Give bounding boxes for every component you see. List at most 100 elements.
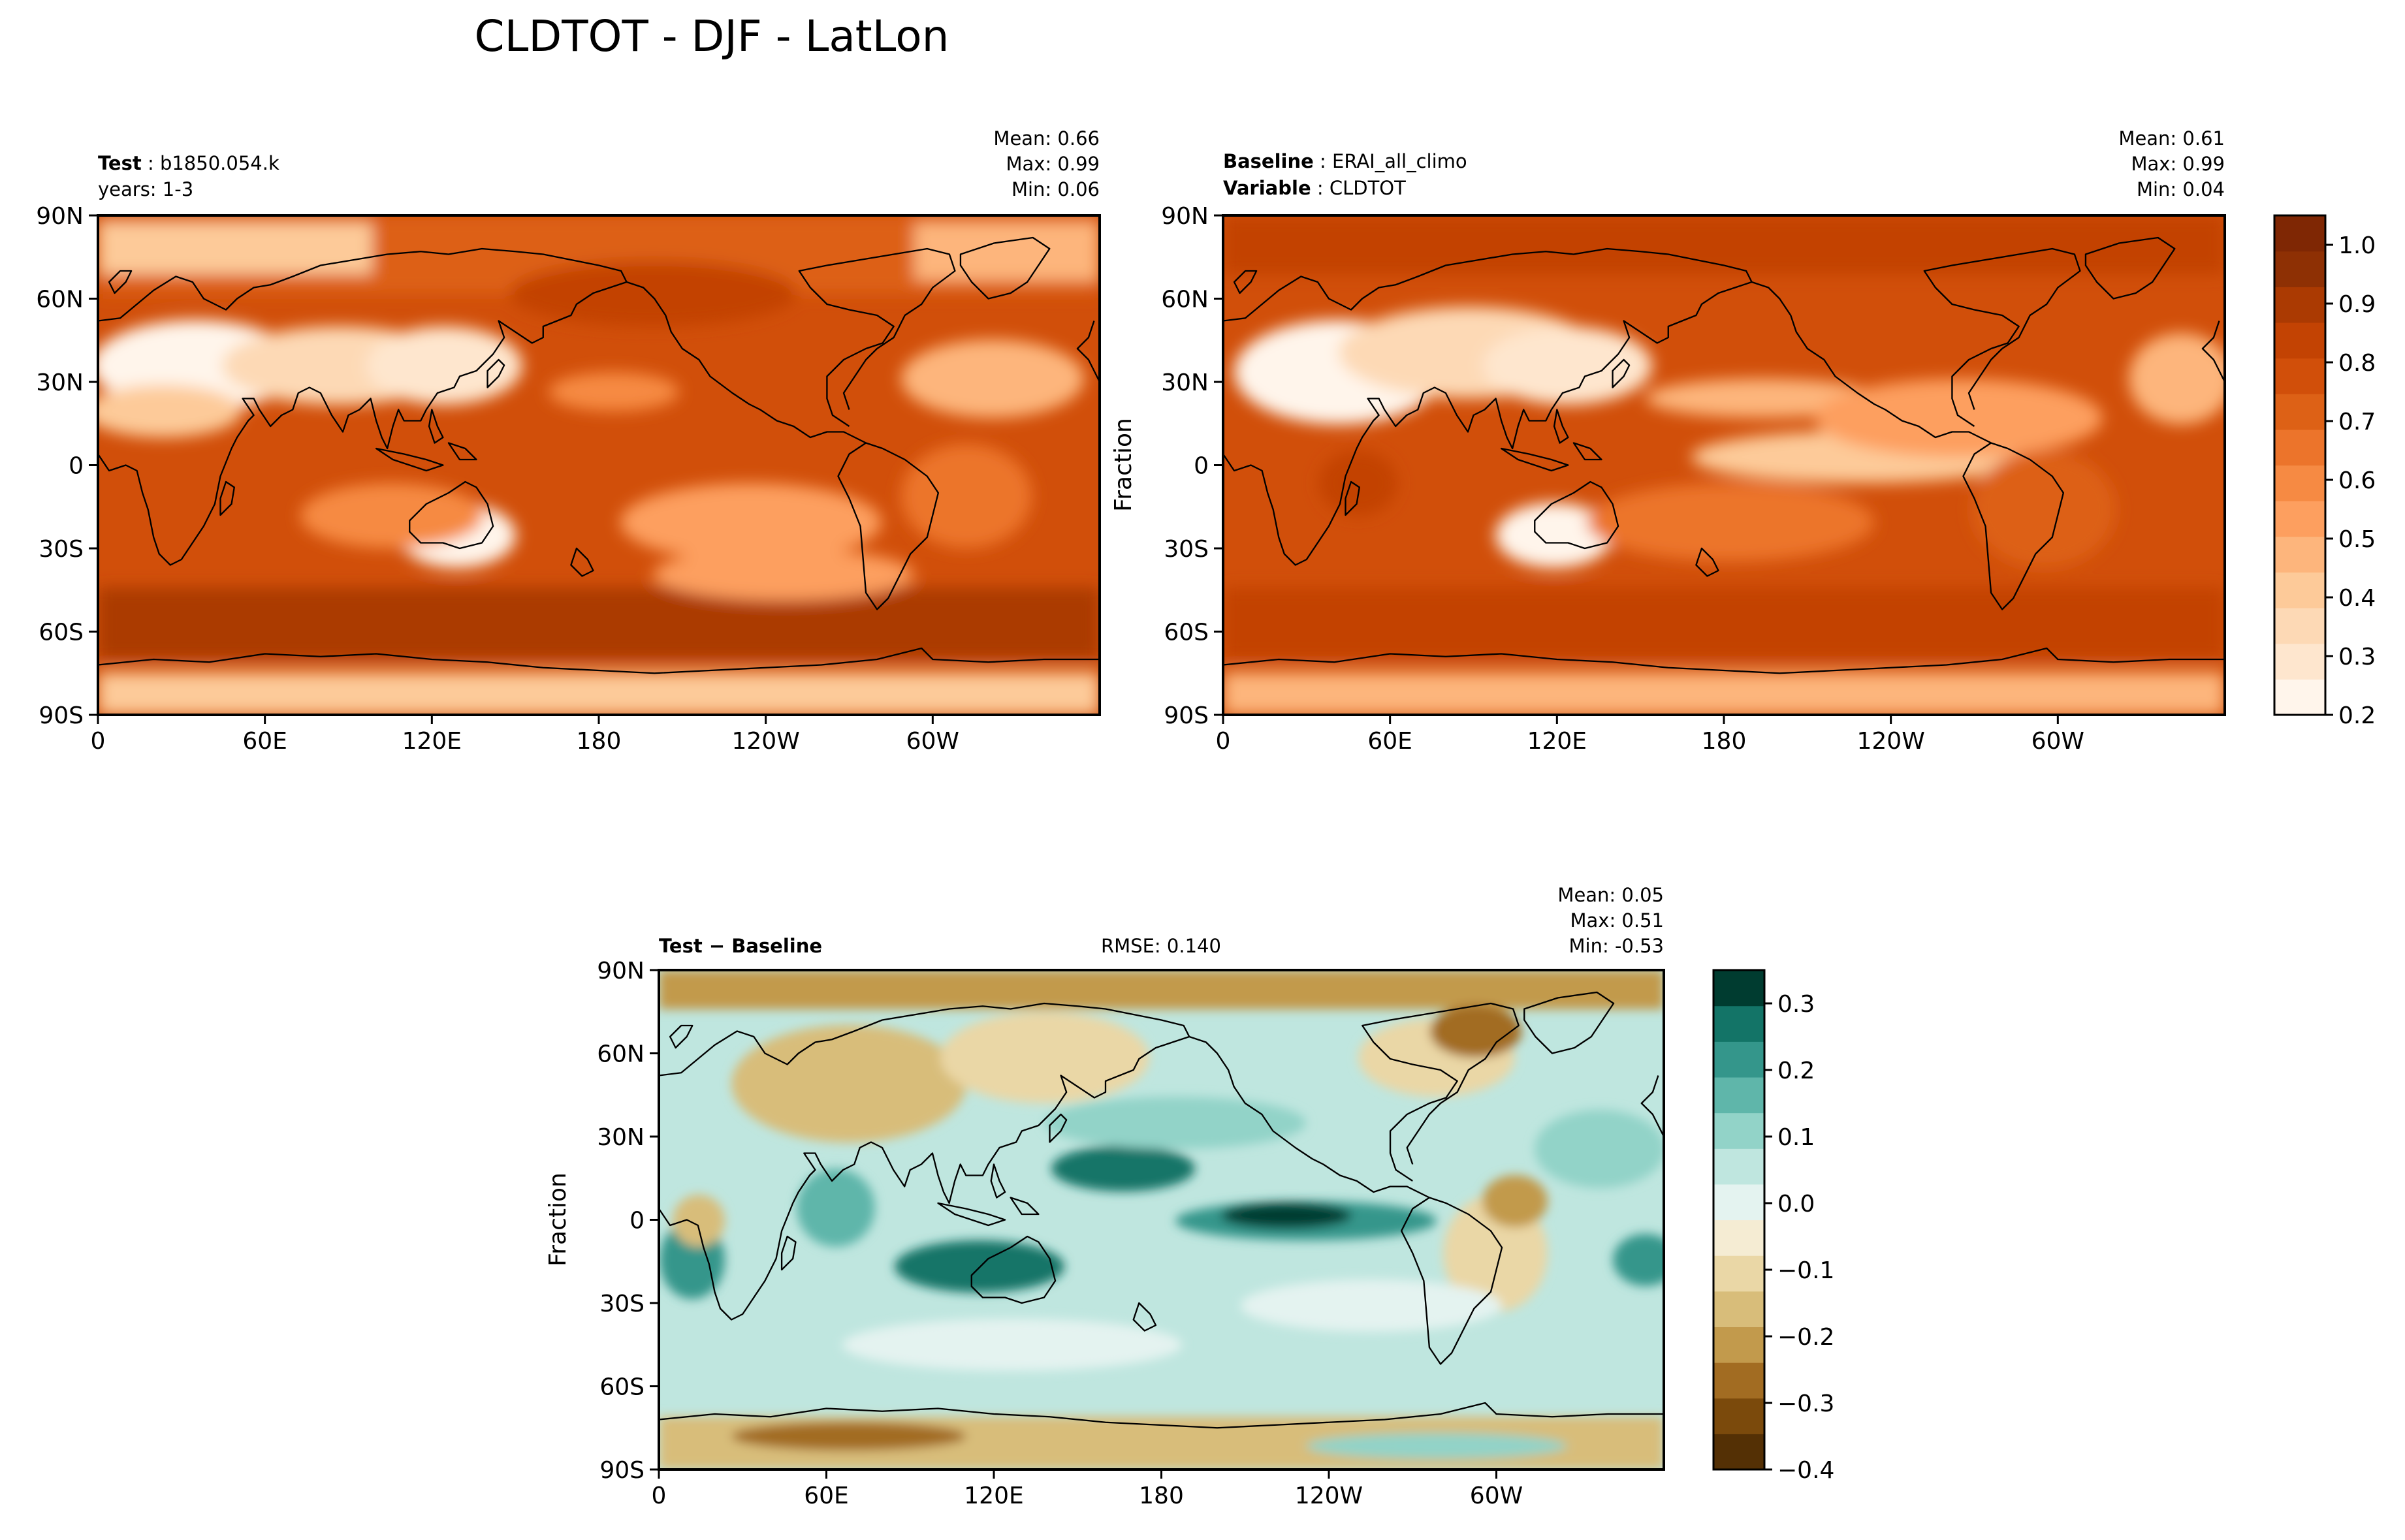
y-tick-label: 90N [597,958,645,984]
colorbar-swatch [1713,1434,1764,1470]
panel-test: Test : b1850.054.k years: 1-3 Mean: 0.66… [36,127,1101,755]
colorbar-swatch [1713,1255,1764,1292]
y-tick-label: 30S [39,536,84,563]
x-tick-label: 120E [964,1483,1023,1509]
colorbar-swatch [2274,215,2325,252]
colorbar-swatch [1713,1148,1764,1185]
colorbar-swatch [1713,1327,1764,1363]
colorbar-swatch [2274,501,2325,537]
y-tick-label: 0 [1194,453,1209,480]
y-tick-label: 30S [599,1291,645,1317]
test-map-field [98,215,1100,715]
y-tick-label: 60N [36,287,84,313]
diff-axes: 0 60E 120E 180 120W 60W 90N 60N 30N 0 30S 60S 90S [597,958,1523,1509]
colorbar-swatch [2274,251,2325,287]
colorbar-swatch [1713,1219,1764,1256]
x-tick-label: 120E [1527,728,1587,755]
colorbar-tick-label: 0.9 [2338,291,2376,318]
diff-stat-min: Min: -0.53 [1569,935,1664,957]
figure-title: CLDTOT - DJF - LatLon [475,11,949,61]
colorbar-tick-label: 0.2 [1777,1058,1815,1084]
svg-text:Variable : CLDTOT: Variable : CLDTOT [1223,177,1406,199]
colorbar-tick-label: −0.4 [1777,1457,1834,1484]
baseline-colorbar: 1.0 0.9 0.8 0.7 0.6 0.5 0.4 0.3 0.2 [2273,214,2376,729]
baseline-ylabel: Fraction [1110,418,1137,512]
y-tick-label: 0 [69,453,84,480]
baseline-map-field [1223,215,2225,715]
colorbar-tick-label: 0.5 [2338,526,2376,553]
colorbar-swatch [1713,1291,1764,1328]
y-tick-label: 90S [39,702,84,729]
y-tick-label: 60N [1161,287,1209,313]
colorbar-tick-label: 0.3 [1777,991,1815,1018]
colorbar-swatch [2274,643,2325,680]
test-subtitle: years: 1-3 [98,178,193,200]
colorbar-tick-label: 0.2 [2338,702,2376,729]
baseline-title-value: ERAI_all_climo [1332,150,1467,172]
baseline-stat-mean: Mean: 0.61 [2118,127,2225,149]
baseline-variable-value: CLDTOT [1330,177,1406,199]
colorbar-tick-label: 0.0 [1777,1191,1815,1218]
colorbar-swatch [1713,1041,1764,1078]
y-tick-label: 90N [36,203,84,230]
x-tick-label: 60E [242,728,287,755]
colorbar-tick-label: −0.3 [1777,1391,1834,1417]
colorbar-tick-label: 0.1 [1777,1124,1815,1151]
colorbar-tick-label: −0.1 [1777,1257,1834,1284]
colorbar-swatch [2274,287,2325,323]
colorbar-swatch [2274,608,2325,644]
y-tick-label: 60S [599,1374,645,1401]
colorbar-tick-label: 0.3 [2338,644,2376,670]
y-tick-label: 60S [1164,620,1209,646]
svg-text:Test : b1850.054.k: Test : b1850.054.k [98,152,279,174]
colorbar-swatch [2274,322,2325,359]
y-tick-label: 30N [597,1124,645,1151]
x-tick-label: 0 [652,1483,667,1509]
y-tick-label: 30N [36,369,84,396]
diff-ylabel: Fraction [545,1172,571,1266]
colorbar-swatch [1713,1112,1764,1149]
test-stat-min: Min: 0.06 [1011,178,1100,200]
svg-text:Baseline : ERAI_all_climo: Baseline : ERAI_all_climo [1223,150,1467,172]
diff-colorbar: 0.3 0.2 0.1 0.0 −0.1 −0.2 −0.3 −0.4 [1712,969,1834,1484]
y-tick-label: 30N [1161,369,1209,396]
x-tick-label: 180 [1702,728,1747,755]
y-tick-label: 0 [629,1208,645,1234]
colorbar-swatch [1713,1184,1764,1221]
colorbar-swatch [2274,465,2325,501]
x-tick-label: 0 [1216,728,1231,755]
baseline-stat-max: Max: 0.99 [2131,153,2225,175]
diff-stat-mean: Mean: 0.05 [1557,884,1664,906]
panel-diff: Test − Baseline RMSE: 0.140 Mean: 0.05 M… [545,884,1834,1509]
x-tick-label: 0 [91,728,106,755]
panel-baseline: Baseline : ERAI_all_climo Variable : CLD… [1110,127,2376,755]
colorbar-swatch [1713,1005,1764,1042]
baseline-axes: 0 60E 120E 180 120W 60W 90N 60N 30N 0 30S 60S 90S [1161,203,2084,755]
test-title-value: b1850.054.k [160,152,279,174]
y-tick-label: 30S [1164,536,1209,563]
colorbar-tick-label: 0.8 [2338,350,2376,377]
diff-rmse: RMSE: 0.140 [1101,935,1221,957]
baseline-title-label: Baseline [1223,150,1314,172]
test-stat-mean: Mean: 0.66 [993,127,1100,149]
x-tick-label: 120W [732,728,800,755]
y-tick-label: 60S [39,620,84,646]
colorbar-swatch [2274,572,2325,608]
colorbar-swatch [1713,970,1764,1007]
x-tick-label: 180 [1139,1483,1184,1509]
x-tick-label: 60E [804,1483,849,1509]
colorbar-frame [1712,969,1766,1471]
x-tick-label: 60W [2031,728,2084,755]
diff-title: Test − Baseline [659,935,822,957]
colorbar-swatch [2274,679,2325,715]
colorbar-tick-label: 0.4 [2338,585,2376,612]
colorbar-swatch [1713,1362,1764,1399]
x-tick-label: 120W [1857,728,1925,755]
colorbar-swatch [1713,1076,1764,1114]
colorbar-frame [2273,214,2327,716]
x-tick-label: 120E [402,728,462,755]
colorbar-swatch [2274,429,2325,466]
x-tick-label: 60W [906,728,959,755]
y-tick-label: 90S [599,1457,645,1484]
